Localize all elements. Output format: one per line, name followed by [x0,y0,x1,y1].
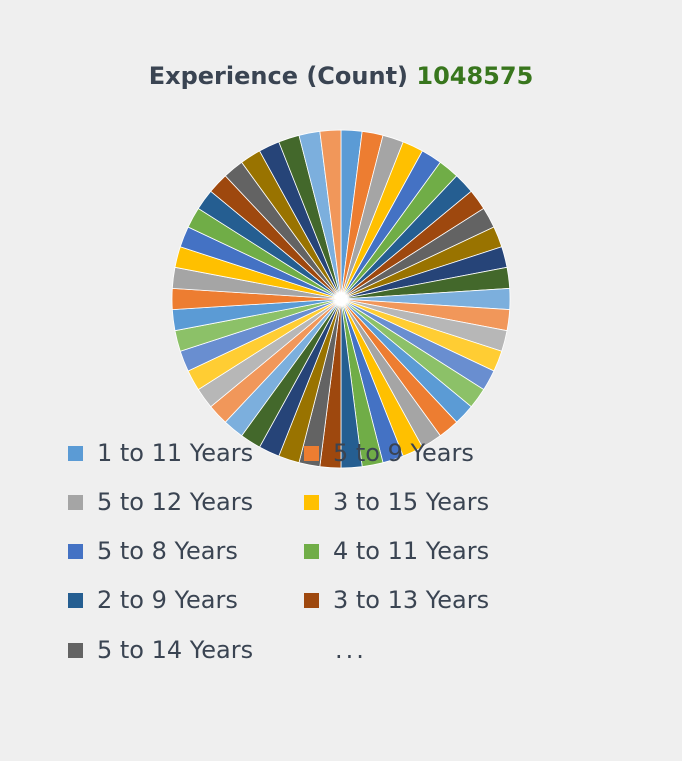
pie-slice [319,129,342,300]
chart-title: Experience (Count) 1048575 [0,62,682,90]
chart-total: 1048575 [416,62,534,90]
chart-title-text: Experience (Count) [148,62,409,90]
legend-more-indicator: ... [335,636,367,664]
